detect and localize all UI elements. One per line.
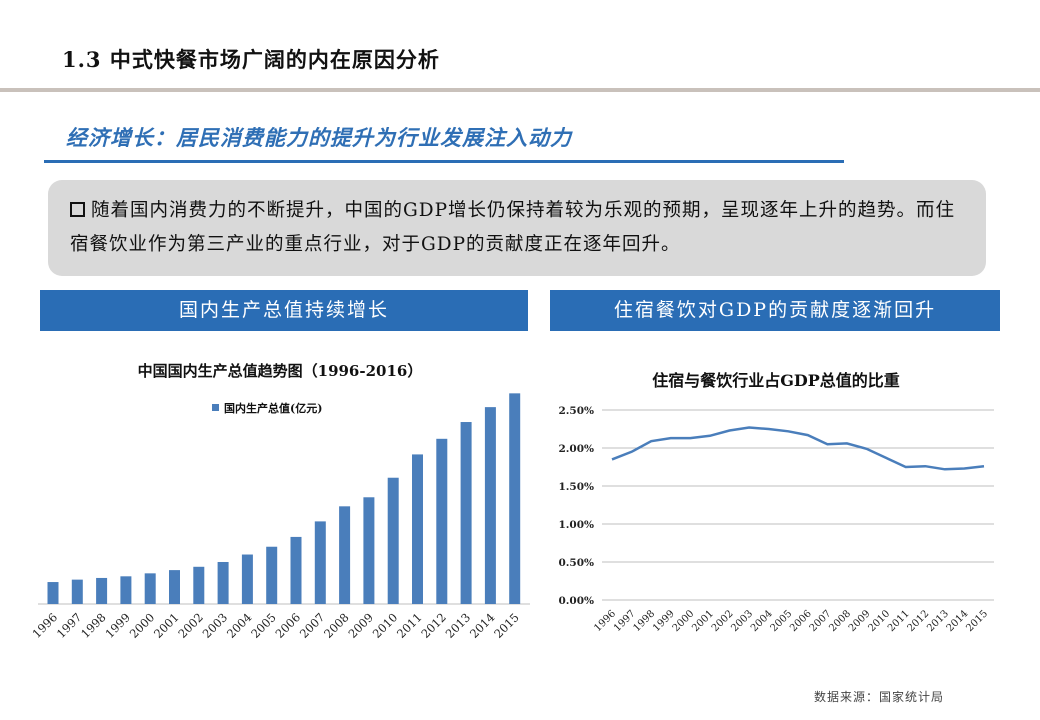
line-x-tick-label: 1998 — [632, 608, 658, 634]
bar-1996 — [47, 582, 59, 604]
line-x-tick-label: 2008 — [827, 608, 853, 634]
bar-x-tick-label: 1998 — [78, 610, 109, 641]
bar-x-tick-label: 2005 — [248, 610, 279, 641]
callout-paragraph: 随着国内消费力的不断提升，中国的GDP增长仍保持着较为乐观的预期，呈现逐年上升的… — [70, 194, 970, 262]
bar-x-tick-label: 2004 — [224, 610, 255, 641]
callout-text: 随着国内消费力的不断提升，中国的GDP增长仍保持着较为乐观的预期，呈现逐年上升的… — [70, 200, 956, 255]
line-x-tick-label: 2003 — [729, 608, 755, 634]
bar-chart-title: 中国国内生产总值趋势图（1996-2016） — [138, 362, 423, 380]
callout-box: 随着国内消费力的不断提升，中国的GDP增长仍保持着较为乐观的预期，呈现逐年上升的… — [48, 180, 986, 276]
bar-legend-label: 国内生产总值(亿元) — [224, 401, 322, 415]
bar-2009 — [363, 497, 375, 604]
bar-2014 — [484, 407, 496, 604]
bar-x-tick-label: 2002 — [175, 610, 206, 641]
bar-2010 — [387, 477, 399, 604]
bar-x-tick-label: 1996 — [30, 610, 61, 641]
square-bullet-icon — [70, 202, 85, 217]
bar-x-tick-label: 2015 — [491, 610, 522, 641]
bar-1997 — [71, 579, 83, 604]
bar-2007 — [314, 521, 326, 604]
section-subtitle: 经济增长：居民消费能力的提升为行业发展注入动力 — [66, 125, 572, 150]
bar-2002 — [193, 566, 205, 604]
data-source-note: 数据来源：国家统计局 — [813, 690, 944, 704]
line-x-tick-label: 2015 — [964, 608, 990, 634]
line-y-tick-label: 2.00% — [558, 443, 594, 455]
bar-x-tick-label: 2009 — [345, 610, 376, 641]
line-x-tick-label: 2004 — [749, 608, 775, 634]
page-title: 1.3 中式快餐市场广阔的内在原因分析 — [62, 47, 440, 72]
line-chart-title: 住宿与餐饮行业占GDP总值的比重 — [652, 371, 900, 390]
gdp-banner: 国内生产总值持续增长 — [40, 290, 528, 331]
bar-2011 — [412, 454, 423, 604]
line-x-tick-label: 2012 — [906, 608, 932, 634]
bar-2001 — [169, 570, 180, 604]
contribution-banner: 住宿餐饮对GDP的贡献度逐渐回升 — [550, 290, 1000, 331]
line-x-tick-label: 2006 — [788, 608, 814, 634]
bar-x-tick-label: 2011 — [394, 610, 425, 641]
bar-2013 — [460, 422, 472, 604]
contribution-line-series — [611, 426, 985, 471]
line-x-tick-label: 2005 — [769, 608, 795, 634]
line-x-tick-label: 2013 — [925, 608, 951, 634]
line-x-tick-label: 2010 — [866, 608, 892, 634]
bar-2012 — [436, 438, 448, 604]
line-y-tick-label: 2.50% — [558, 405, 594, 417]
bar-2005 — [266, 546, 278, 604]
line-x-tick-label: 2000 — [671, 608, 697, 634]
line-x-tick-label: 2011 — [886, 608, 912, 634]
bar-x-tick-label: 2010 — [370, 610, 401, 641]
bar-x-tick-label: 2013 — [443, 610, 474, 641]
bar-x-tick-label: 2006 — [273, 610, 304, 641]
subtitle-divider — [44, 160, 844, 163]
bar-x-tick-label: 1999 — [102, 610, 133, 641]
bar-x-tick-label: 2014 — [467, 610, 498, 641]
bar-2000 — [144, 573, 156, 604]
bar-x-tick-label: 2007 — [297, 610, 328, 641]
bar-x-tick-label: 2000 — [127, 610, 158, 641]
bar-x-tick-label: 2001 — [151, 610, 182, 641]
line-y-tick-label: 1.50% — [558, 481, 594, 493]
bar-2004 — [241, 554, 253, 604]
line-x-tick-label: 2001 — [690, 608, 716, 634]
line-x-tick-label: 2007 — [808, 608, 834, 634]
bar-2003 — [217, 561, 229, 604]
line-x-tick-label: 1999 — [651, 608, 677, 634]
line-y-tick-label: 0.00% — [558, 595, 594, 607]
line-x-tick-label: 1997 — [612, 608, 638, 634]
line-y-tick-label: 1.00% — [558, 519, 594, 531]
line-x-tick-label: 2009 — [847, 608, 873, 634]
line-y-tick-label: 0.50% — [558, 557, 594, 569]
bar-2006 — [290, 536, 302, 604]
line-x-tick-label: 2014 — [945, 608, 971, 634]
bar-legend-swatch — [212, 404, 219, 411]
bar-1999 — [120, 576, 132, 604]
bar-x-tick-label: 2003 — [200, 610, 231, 641]
line-x-tick-label: 1996 — [592, 608, 618, 634]
bar-2015 — [509, 393, 521, 604]
bar-x-tick-label: 2012 — [418, 610, 449, 641]
title-divider — [0, 88, 1040, 92]
bar-x-tick-label: 1997 — [54, 610, 85, 641]
line-x-tick-label: 2002 — [710, 608, 736, 634]
bar-x-tick-label: 2008 — [321, 610, 352, 641]
bar-1998 — [96, 577, 108, 604]
bar-2008 — [339, 506, 351, 604]
